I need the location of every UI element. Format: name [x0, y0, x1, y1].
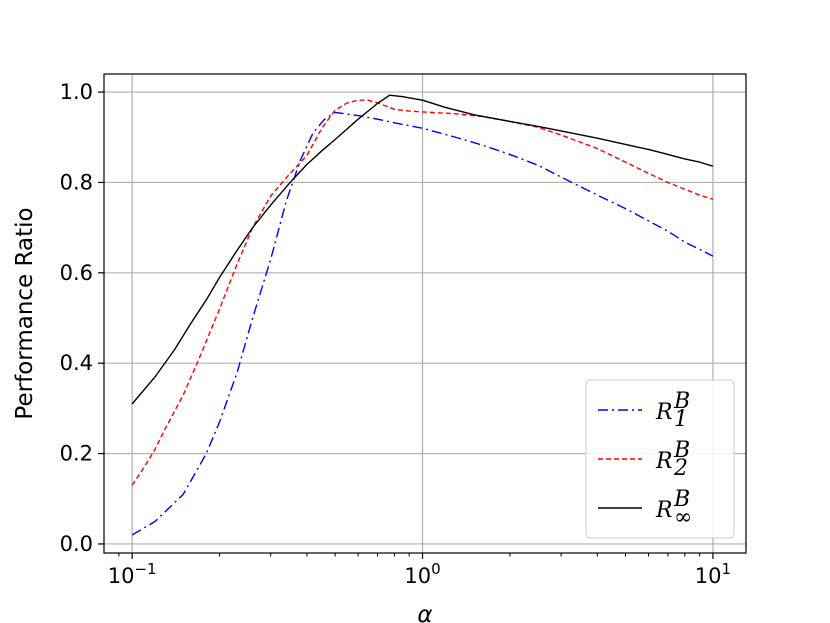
y-tick-label: 1.0	[60, 80, 93, 104]
legend-entry-3: R B∞	[655, 487, 692, 530]
plot-series	[131, 94, 714, 536]
x-axis-label: α	[417, 602, 432, 623]
legend-label-sub: 1	[674, 407, 688, 432]
legend-label-main: R	[655, 449, 673, 474]
legend-entry-2: R B2	[655, 438, 690, 481]
x-tick-label: 10−1	[108, 560, 157, 588]
legend-label-sup: B	[673, 487, 690, 512]
legend-label-sup: B	[673, 389, 690, 414]
y-tick-label: 0.0	[60, 532, 93, 556]
series-line-1	[131, 111, 714, 536]
series-line-3	[131, 94, 714, 405]
legend-box	[585, 379, 735, 539]
x-tick-label: 101	[695, 560, 731, 588]
legend-label-sub: 2	[673, 456, 688, 481]
y-tick-label: 0.4	[60, 351, 93, 375]
legend-label-sub: ∞	[674, 505, 692, 530]
legend-label-main: R	[655, 498, 673, 523]
plot-frame	[103, 73, 747, 554]
y-tick-label: 0.2	[60, 442, 93, 466]
grid	[104, 74, 746, 553]
legend-label-sup: B	[673, 438, 690, 463]
y-tick-label: 0.8	[60, 170, 93, 194]
series-line-2	[131, 99, 714, 486]
x-tick-label: 100	[404, 560, 440, 588]
legend-label-main: R	[655, 400, 673, 425]
axis-ticks: 10−1 100 101 0.0 0.2 0.4 0.6 0.8 1.0	[60, 80, 731, 588]
y-axis-label: Performance Ratio	[12, 207, 38, 419]
y-tick-label: 0.6	[60, 261, 93, 285]
legend-entry-1: R B1	[655, 389, 690, 432]
legend: R B1R B2R B∞	[585, 379, 735, 539]
